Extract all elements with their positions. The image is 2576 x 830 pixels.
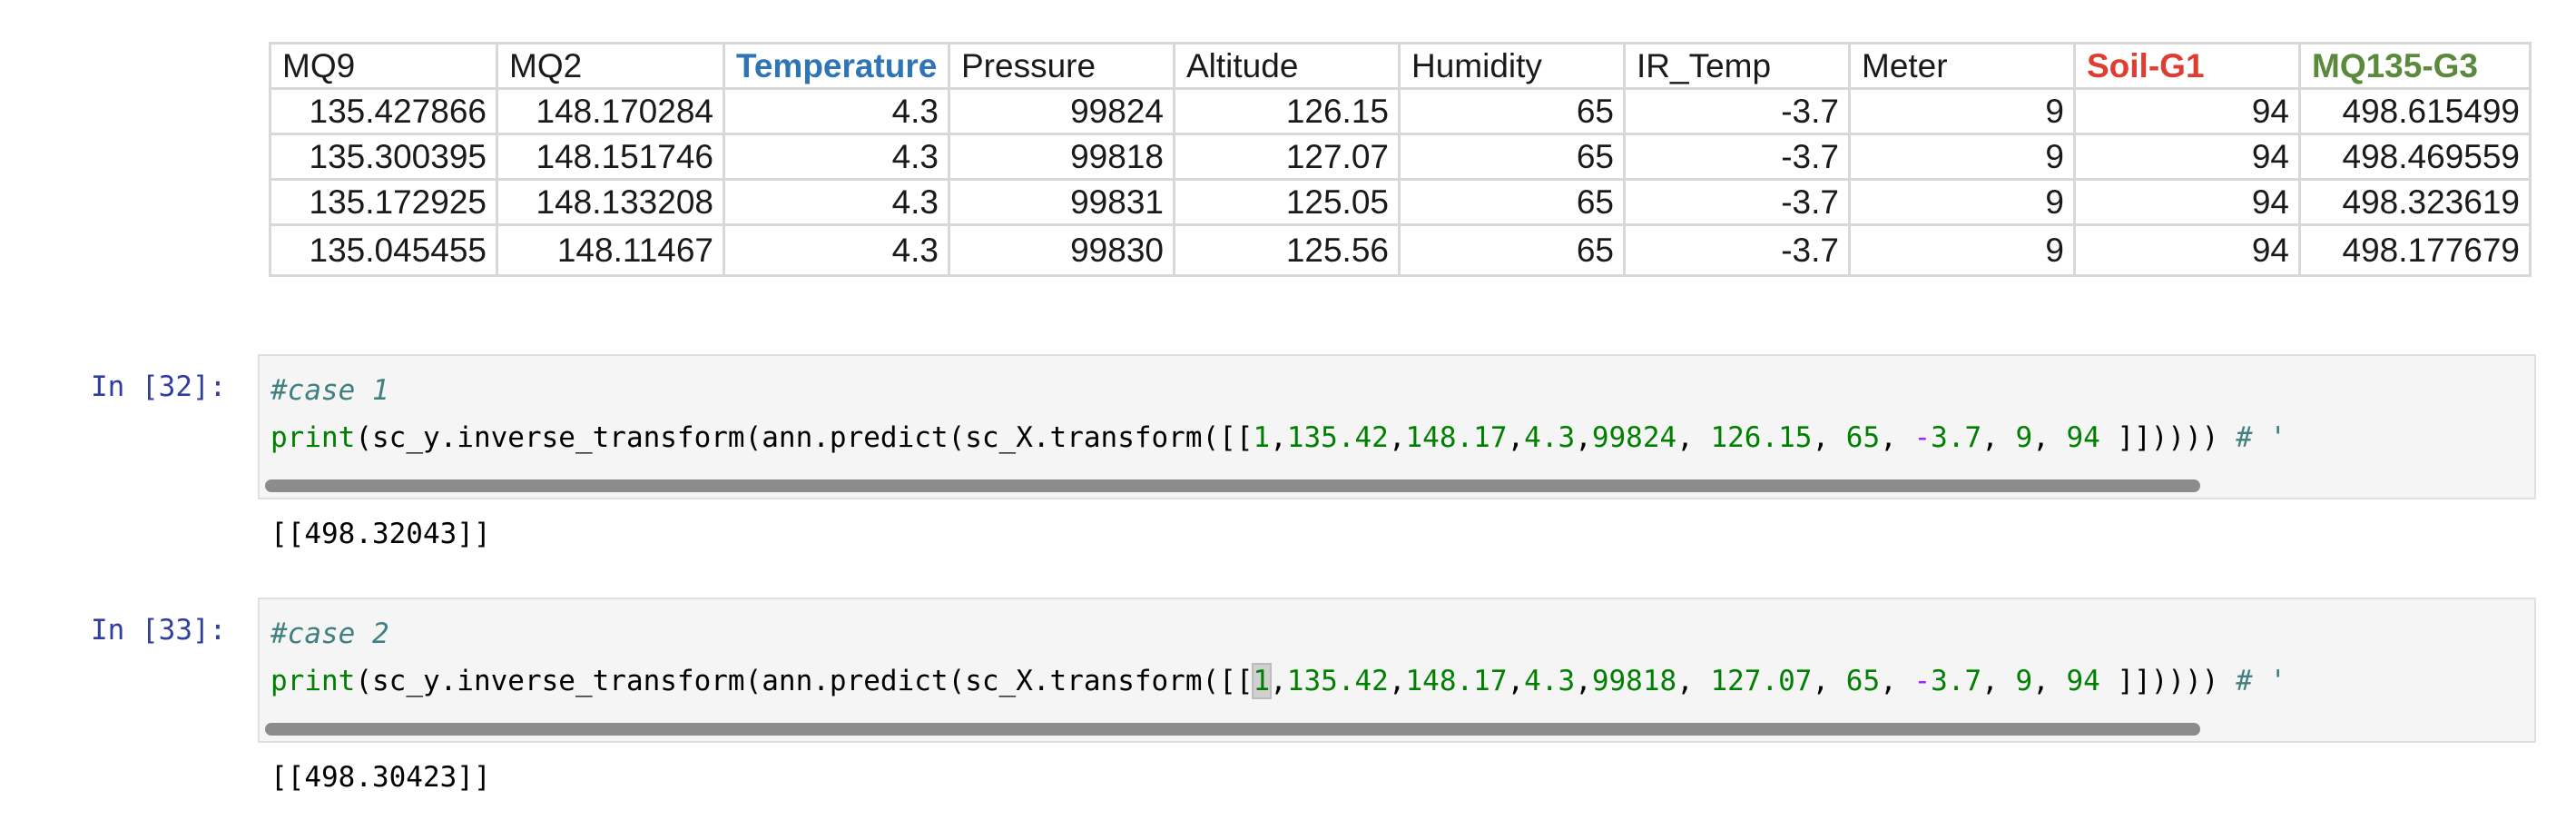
code-token: 9 [2015,665,2033,697]
code-comment: #case 2 [270,618,389,650]
table-cell: 94 [2073,223,2301,277]
column-header-meter: Meter [1848,42,2076,90]
table-cell: 99818 [948,133,1175,181]
column-header-mq2: MQ2 [496,42,725,90]
cell-output: [[498.30423]] [270,761,491,794]
table-row: 135.427866 148.170284 4.3 99824 126.15 6… [269,87,2532,135]
table-cell: 4.3 [723,178,950,226]
code-token: 127.07 [1710,665,1813,697]
table-cell: -3.7 [1623,178,1851,226]
table-cell: 135.045455 [269,223,498,277]
table-cell: 148.133208 [496,178,725,226]
table-cell: 125.05 [1173,178,1401,226]
table-cell: 65 [1398,178,1626,226]
table-cell: 148.151746 [496,133,725,181]
code-token: 65 [1845,665,1881,697]
table-cell: 127.07 [1173,133,1401,181]
code-token: print [270,665,356,697]
table-cell: 125.56 [1173,223,1401,277]
code-token: 94 [2066,421,2100,454]
spreadsheet-table: MQ9 MQ2 Temperature Pressure Altitude Hu… [269,42,2532,277]
code-token: ]])))) [2099,665,2237,697]
table-row: 135.045455 148.11467 4.3 99830 125.56 65… [269,223,2532,277]
table-cell: 498.323619 [2298,178,2532,226]
table-cell: 498.469559 [2298,133,2532,181]
cell-output: [[498.32043]] [270,518,491,550]
code-token: 65 [1845,421,1881,454]
table-cell: 4.3 [723,133,950,181]
table-cell: 94 [2073,87,2301,135]
table-cell: 498.177679 [2298,223,2532,277]
column-header-pressure: Pressure [948,42,1175,90]
table-cell: 99824 [948,87,1175,135]
code-token: print [270,421,356,454]
code-token: # ' [2236,665,2287,697]
code-token: 126.15 [1710,421,1813,454]
table-cell: 9 [1848,178,2076,226]
code-token: - [1913,665,1932,697]
table-cell: 94 [2073,133,2301,181]
code-token: 4.3 [1524,421,1576,454]
code-token: 148.17 [1405,421,1508,454]
table-cell: -3.7 [1623,223,1851,277]
code-token: 135.42 [1286,421,1389,454]
code-token: (sc_y.inverse_transform(ann.predict(sc_X… [355,421,1254,454]
table-cell: 135.300395 [269,133,498,181]
table-cell: 498.615499 [2298,87,2532,135]
cell-prompt: In [32]: [91,371,227,403]
table-cell: 65 [1398,223,1626,277]
code-token: 3.7 [1931,665,1982,697]
table-cell: 99830 [948,223,1175,277]
code-comment: #case 1 [270,374,389,407]
column-header-temperature: Temperature [723,42,950,90]
table-cell: 148.11467 [496,223,725,277]
column-header-humidity: Humidity [1398,42,1626,90]
column-header-altitude: Altitude [1173,42,1401,90]
column-header-mq135-g3: MQ135-G3 [2298,42,2532,90]
code-token: 94 [2066,665,2100,697]
table-cell: 126.15 [1173,87,1401,135]
table-cell: -3.7 [1623,87,1851,135]
code-token: 3.7 [1931,421,1982,454]
horizontal-scrollbar[interactable] [265,723,2200,736]
code-token-highlighted: 1 [1251,663,1273,699]
code-token: 4.3 [1524,665,1576,697]
horizontal-scrollbar[interactable] [265,479,2200,492]
table-row: 135.172925 148.133208 4.3 99831 125.05 6… [269,178,2532,226]
column-header-soil-g1: Soil-G1 [2073,42,2301,90]
code-token: # ' [2236,421,2287,454]
table-cell: 135.172925 [269,178,498,226]
table-cell: -3.7 [1623,133,1851,181]
column-header-ir-temp: IR_Temp [1623,42,1851,90]
code-token: 148.17 [1405,665,1508,697]
code-token: 135.42 [1286,665,1389,697]
table-cell: 99831 [948,178,1175,226]
code-token: ]])))) [2099,421,2237,454]
code-line: print(sc_y.inverse_transform(ann.predict… [270,663,2287,699]
table-cell: 9 [1848,87,2076,135]
table-cell: 9 [1848,223,2076,277]
code-token: 9 [2015,421,2033,454]
code-token: 99824 [1591,421,1677,454]
code-token: 1 [1253,421,1271,454]
table-cell: 4.3 [723,87,950,135]
table-cell: 148.170284 [496,87,725,135]
header-row: MQ9 MQ2 Temperature Pressure Altitude Hu… [269,42,2532,90]
table-cell: 9 [1848,133,2076,181]
table-cell: 65 [1398,87,1626,135]
table-cell: 94 [2073,178,2301,226]
code-input-area[interactable]: #case 2 print(sc_y.inverse_transform(ann… [258,598,2536,743]
cell-prompt: In [33]: [91,614,227,647]
code-token: 99818 [1591,665,1677,697]
table-cell: 4.3 [723,223,950,277]
table-row: 135.300395 148.151746 4.3 99818 127.07 6… [269,133,2532,181]
column-header-mq9: MQ9 [269,42,498,90]
table-cell: 135.427866 [269,87,498,135]
code-input-area[interactable]: #case 1 print(sc_y.inverse_transform(ann… [258,354,2536,499]
code-token: - [1913,421,1932,454]
table-cell: 65 [1398,133,1626,181]
code-token: (sc_y.inverse_transform(ann.predict(sc_X… [355,665,1254,697]
code-line: print(sc_y.inverse_transform(ann.predict… [270,421,2287,454]
